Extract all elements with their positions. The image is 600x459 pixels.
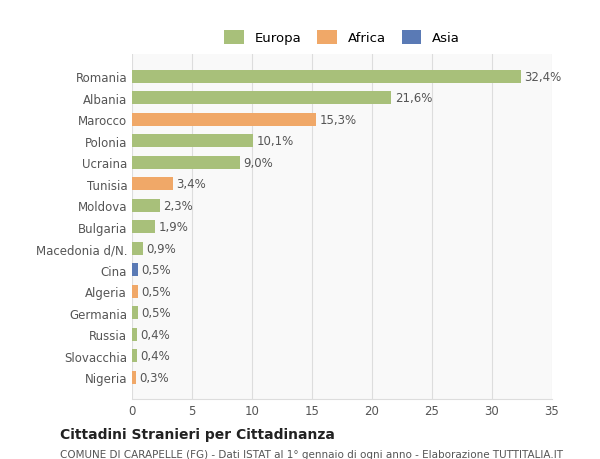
Text: 0,5%: 0,5%	[142, 285, 171, 298]
Text: COMUNE DI CARAPELLE (FG) - Dati ISTAT al 1° gennaio di ogni anno - Elaborazione : COMUNE DI CARAPELLE (FG) - Dati ISTAT al…	[60, 449, 563, 459]
Text: 0,3%: 0,3%	[139, 371, 169, 384]
Text: 0,9%: 0,9%	[146, 242, 176, 255]
Bar	[132, 113, 316, 127]
Text: 9,0%: 9,0%	[244, 157, 274, 169]
Text: 21,6%: 21,6%	[395, 92, 432, 105]
Text: Cittadini Stranieri per Cittadinanza: Cittadini Stranieri per Cittadinanza	[60, 427, 335, 441]
Text: 0,5%: 0,5%	[142, 307, 171, 319]
Bar	[132, 285, 138, 298]
Bar	[132, 221, 155, 234]
Text: 32,4%: 32,4%	[524, 71, 562, 84]
Bar	[132, 263, 138, 276]
Text: 0,5%: 0,5%	[142, 263, 171, 277]
Bar	[132, 71, 521, 84]
Bar	[132, 328, 137, 341]
Text: 2,3%: 2,3%	[163, 199, 193, 212]
Text: 1,9%: 1,9%	[158, 221, 188, 234]
Bar	[132, 135, 253, 148]
Text: 10,1%: 10,1%	[257, 135, 294, 148]
Text: 3,4%: 3,4%	[176, 178, 206, 191]
Bar	[132, 199, 160, 212]
Bar	[132, 307, 138, 319]
Bar	[132, 92, 391, 105]
Bar	[132, 178, 173, 191]
Text: 0,4%: 0,4%	[140, 349, 170, 362]
Bar	[132, 157, 240, 169]
Text: 15,3%: 15,3%	[319, 113, 356, 127]
Bar	[132, 371, 136, 384]
Bar	[132, 242, 143, 255]
Bar	[132, 349, 137, 362]
Legend: Europa, Africa, Asia: Europa, Africa, Asia	[220, 27, 464, 49]
Text: 0,4%: 0,4%	[140, 328, 170, 341]
